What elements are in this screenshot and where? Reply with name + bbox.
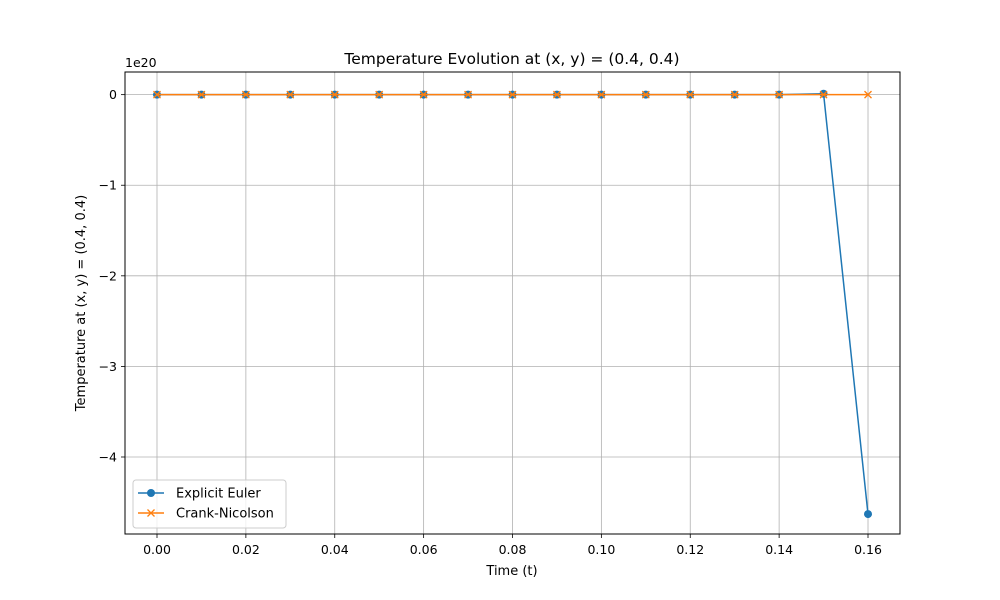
x-tick-label: 0.02 xyxy=(232,542,260,557)
data-point xyxy=(686,90,695,99)
x-axis-ticks: 0.00 0.02 0.04 0.06 0.08 0.10 0.12 0.14 0.16 xyxy=(143,534,882,557)
data-point xyxy=(197,90,206,99)
legend-box xyxy=(132,479,287,529)
legend-label: Crank-Nicolson xyxy=(176,507,274,522)
y-tick-label: −3 xyxy=(99,359,117,374)
data-point xyxy=(508,90,517,99)
x-tick-label: 0.06 xyxy=(410,542,438,557)
y-tick-label: −4 xyxy=(99,450,117,465)
x-axis-label: Time (t) xyxy=(485,564,537,579)
x-tick-label: 0.14 xyxy=(765,542,793,557)
data-point xyxy=(864,510,873,519)
data-point xyxy=(597,90,606,99)
y-tick-label: −2 xyxy=(99,268,117,283)
x-tick-label: 0.16 xyxy=(854,542,882,557)
legend-entry: Crank-Nicolson xyxy=(138,507,274,522)
legend-label: Explicit Euler xyxy=(176,487,261,502)
data-point xyxy=(286,90,295,99)
legend-marker xyxy=(147,489,155,497)
data-point xyxy=(330,90,339,99)
y-axis-label: Temperature at (x, y) = (0.4, 0.4) xyxy=(74,195,89,412)
data-point xyxy=(864,90,872,99)
legend: Explicit Euler Crank-Nicolson xyxy=(132,479,287,529)
x-tick-label: 0.00 xyxy=(143,542,171,557)
plot-series xyxy=(152,89,873,519)
legend-entry: Explicit Euler xyxy=(138,487,261,502)
y-offset-label: 1e20 xyxy=(125,55,157,70)
data-point xyxy=(419,90,428,99)
y-tick-label: 0 xyxy=(109,87,117,102)
data-point xyxy=(775,90,784,99)
data-point xyxy=(641,90,650,99)
y-tick-label: −1 xyxy=(99,178,117,193)
legend-marker xyxy=(147,509,155,517)
data-point xyxy=(241,90,250,99)
chart-title: Temperature Evolution at (x, y) = (0.4, … xyxy=(343,50,679,68)
data-point xyxy=(375,90,384,99)
data-point xyxy=(552,90,561,99)
data-point xyxy=(464,90,473,99)
x-tick-label: 0.04 xyxy=(321,542,349,557)
data-point xyxy=(730,90,739,99)
data-point xyxy=(819,90,828,99)
series-crank-nicolson xyxy=(153,90,872,99)
x-tick-label: 0.08 xyxy=(499,542,527,557)
x-tick-label: 0.12 xyxy=(676,542,704,557)
x-tick-label: 0.10 xyxy=(587,542,615,557)
data-point xyxy=(153,90,161,99)
y-axis-ticks: 0 −1 −2 −3 −4 xyxy=(99,87,125,465)
